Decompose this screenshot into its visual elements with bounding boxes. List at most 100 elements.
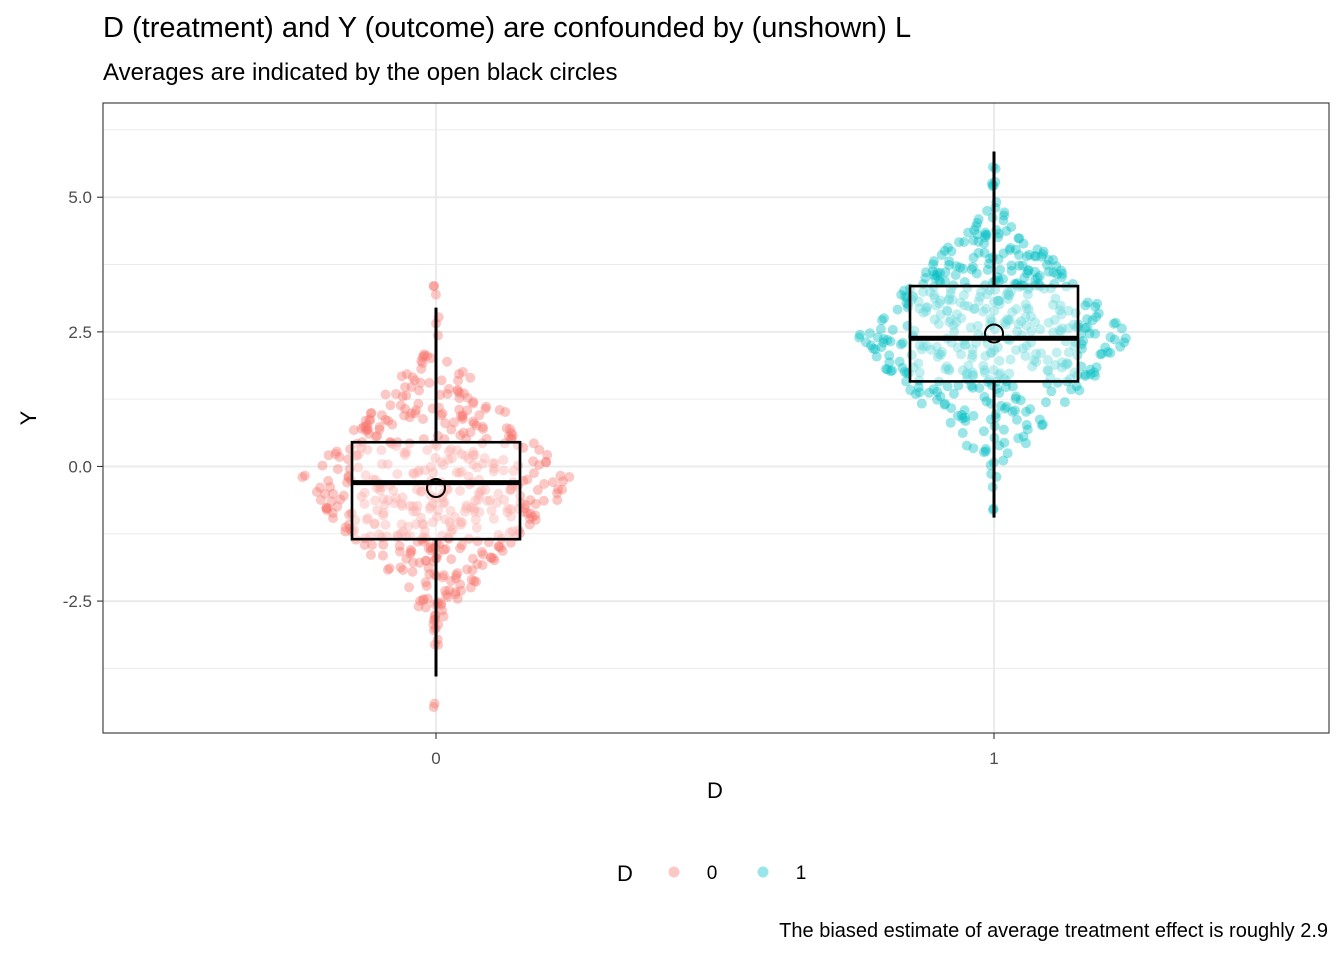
data-point: [957, 365, 968, 376]
data-point: [408, 506, 419, 517]
data-point: [416, 363, 427, 374]
data-point: [408, 557, 419, 568]
data-point: [998, 455, 1009, 466]
data-point: [927, 266, 938, 277]
data-point: [1056, 362, 1067, 373]
data-point: [979, 365, 990, 376]
data-point: [446, 526, 457, 537]
data-point: [424, 503, 435, 514]
data-point: [486, 505, 497, 516]
data-point: [443, 446, 454, 457]
data-point: [932, 386, 943, 397]
data-point: [1093, 308, 1104, 319]
data-point: [878, 337, 889, 348]
data-point: [885, 336, 896, 347]
data-point: [442, 591, 453, 602]
data-point: [993, 254, 1004, 265]
data-point: [1014, 233, 1025, 244]
data-point: [918, 307, 929, 318]
data-point: [440, 514, 451, 525]
data-point: [474, 487, 485, 498]
data-point: [982, 205, 993, 216]
data-point: [506, 484, 517, 495]
data-point: [864, 328, 875, 339]
data-points: [297, 161, 1131, 713]
data-point: [1021, 406, 1032, 417]
data-point: [374, 424, 385, 435]
data-point: [384, 563, 395, 574]
data-point: [423, 562, 434, 573]
data-point: [528, 456, 539, 467]
data-point: [963, 301, 974, 312]
data-point: [348, 425, 359, 436]
data-point: [1050, 360, 1061, 371]
data-point: [885, 366, 896, 377]
data-point: [420, 602, 431, 613]
data-point: [960, 339, 971, 350]
chart-subtitle: Averages are indicated by the open black…: [103, 59, 618, 86]
data-point: [1078, 335, 1089, 346]
data-point: [947, 295, 958, 306]
data-point: [936, 346, 947, 357]
data-point: [1005, 354, 1016, 365]
data-point: [396, 371, 407, 382]
data-point: [942, 305, 953, 316]
data-point: [390, 388, 401, 399]
data-point: [432, 330, 443, 341]
data-point: [456, 540, 467, 551]
data-point: [447, 524, 458, 535]
data-point: [931, 300, 942, 311]
data-point: [500, 406, 511, 417]
data-point: [1017, 260, 1028, 271]
data-point: [1082, 314, 1093, 325]
data-point: [1026, 326, 1037, 337]
data-point: [398, 564, 409, 575]
data-point: [1023, 265, 1034, 276]
data-point: [378, 539, 389, 550]
data-point: [332, 464, 343, 475]
data-point: [340, 526, 351, 537]
data-point: [428, 281, 439, 292]
data-point: [1051, 347, 1062, 358]
data-point: [914, 387, 925, 398]
data-point: [460, 450, 471, 461]
data-point: [439, 497, 450, 508]
data-point: [488, 513, 499, 524]
data-point: [473, 494, 484, 505]
data-point: [896, 289, 907, 300]
data-point: [918, 341, 929, 352]
data-point: [468, 459, 479, 470]
data-point: [993, 275, 1004, 286]
data-point: [332, 501, 343, 512]
data-point: [419, 526, 430, 537]
data-point: [493, 541, 504, 552]
data-point: [994, 355, 1005, 366]
data-point: [455, 579, 466, 590]
data-point: [369, 518, 380, 529]
data-point: [325, 482, 336, 493]
data-point: [441, 589, 452, 600]
data-point: [425, 501, 436, 512]
data-point: [445, 505, 456, 516]
data-point: [522, 474, 533, 485]
data-point: [452, 593, 463, 604]
data-point: [921, 306, 932, 317]
data-point: [465, 372, 476, 383]
data-point: [416, 512, 427, 523]
data-point: [338, 490, 349, 501]
data-point: [981, 229, 992, 240]
data-point: [1035, 324, 1046, 335]
data-point: [1010, 391, 1021, 402]
data-point: [956, 349, 967, 360]
data-point: [1001, 289, 1012, 300]
data-point: [406, 382, 417, 393]
data-point: [421, 580, 432, 591]
data-point: [955, 297, 966, 308]
data-point: [317, 460, 328, 471]
data-point: [437, 408, 448, 419]
data-point: [1021, 419, 1032, 430]
data-point: [868, 343, 879, 354]
data-point: [979, 238, 990, 249]
data-point: [992, 342, 1003, 353]
data-point: [470, 514, 481, 525]
